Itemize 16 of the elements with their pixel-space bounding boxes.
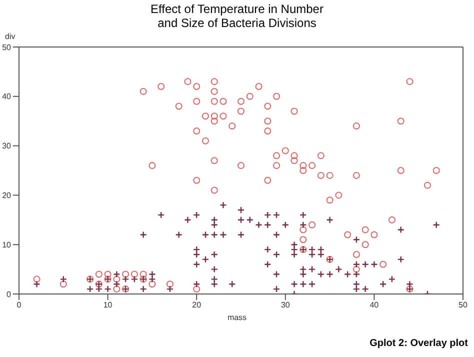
y-tick-label: 20 bbox=[2, 191, 12, 200]
y-tick-label: 10 bbox=[2, 240, 12, 250]
x-tick-label: 10 bbox=[103, 300, 113, 310]
text: Gplot 2: Overlay plot bbox=[370, 338, 468, 349]
x-tick-label: 40 bbox=[370, 300, 380, 310]
y-axis-title: div bbox=[5, 32, 16, 41]
x-tick-label: 20 bbox=[192, 300, 202, 310]
y-tick-label: 0 bbox=[6, 290, 12, 299]
x-tick-label: 0 bbox=[16, 300, 22, 310]
x-axis-title: mass bbox=[226, 313, 248, 322]
y-tick-label: 30 bbox=[2, 142, 12, 151]
y-tick-label: 40 bbox=[2, 92, 12, 102]
y-tick-label: 50 bbox=[2, 42, 12, 52]
x-tick-label: 50 bbox=[458, 300, 468, 310]
chart-title: Effect of Temperature in Number and Size of Bacteria Divisions bbox=[150, 2, 324, 30]
x-tick-label: 30 bbox=[280, 300, 290, 310]
